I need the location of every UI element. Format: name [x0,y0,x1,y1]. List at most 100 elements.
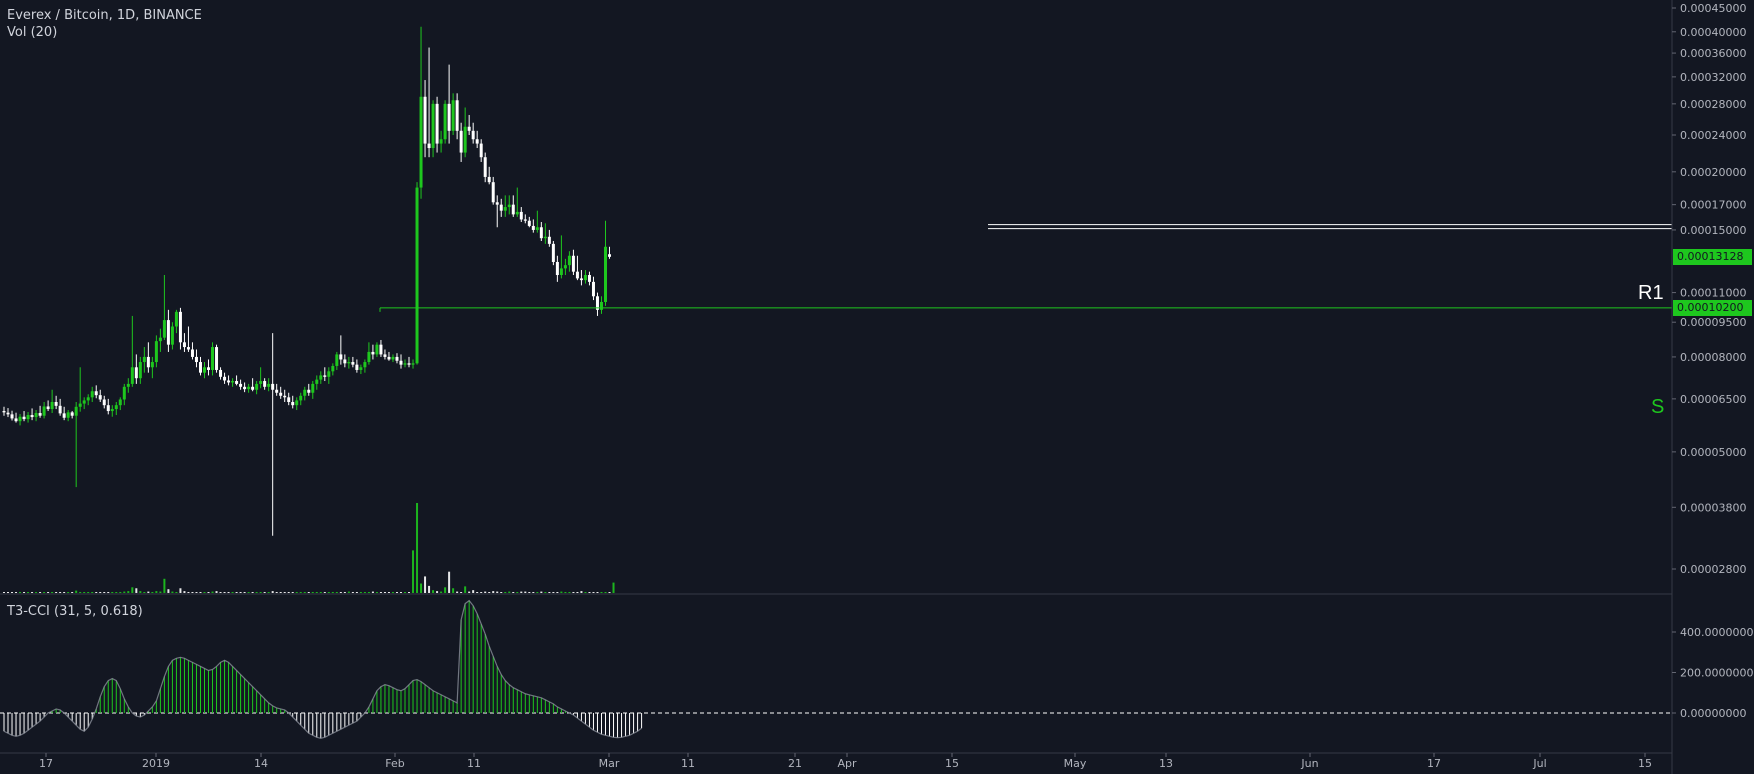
candle-body [231,381,235,383]
candle-body [62,413,66,418]
candle-body [86,397,90,401]
candle-body [439,139,443,144]
candle-body [203,367,206,373]
candle-body [331,365,335,372]
volume-bar [564,592,567,593]
candle-body [58,405,62,414]
candle-body [255,383,259,390]
volume-bar [271,591,274,593]
volume-bar [395,592,398,593]
candle-body [467,126,471,131]
volume-bar [199,592,202,593]
volume-bar [183,591,186,593]
volume-bar [171,591,174,593]
volume-bar [315,592,318,593]
candle-body [303,389,307,396]
volume-bar [31,592,34,593]
candle-body [475,139,479,144]
volume-bar [480,592,483,593]
candle-body [50,401,54,410]
volume-bar [468,591,471,593]
volume-bar [600,592,603,593]
volume-bar [532,592,535,593]
volume-bar [3,592,5,593]
volume-bar [219,592,222,593]
volume-bar [399,592,402,593]
candle-body [227,380,231,383]
candle-body [90,391,94,398]
volume-bar [155,591,158,593]
price-tick-label: 0.00028000 [1680,98,1746,111]
volume-indicator-title[interactable]: Vol (20) [7,25,58,40]
candle-body [403,363,407,365]
volume-bar [131,587,134,593]
volume-bar [303,592,306,593]
candle-body [114,405,118,410]
volume-bar [191,592,194,593]
time-tick-label: 2019 [142,757,170,770]
volume-bar [596,592,599,593]
volume-bar [211,591,214,593]
volume-bar [287,592,290,593]
volume-bar [15,592,18,593]
price-axis-bg [1672,0,1754,774]
symbol-title[interactable]: Everex / Bitcoin, 1D, BINANCE [7,8,202,23]
cci-indicator-title[interactable]: T3-CCI (31, 5, 0.618) [7,604,143,619]
volume-bar [59,592,62,593]
candle-body [563,265,567,269]
volume-bar [7,592,10,593]
price-tick-label: 0.00045000 [1680,2,1746,15]
candle-body [190,349,194,357]
candle-body [130,367,134,384]
candle-body [150,362,154,368]
volume-bar [87,592,90,593]
volume-bar [71,592,74,593]
volume-bar [35,592,38,593]
time-tick-label: Jul [1532,757,1546,770]
candle-body [158,337,162,342]
volume-bar [516,592,519,593]
volume-bar [343,592,346,593]
candle-body [26,415,30,420]
candle-body [82,400,86,404]
volume-bar [43,592,46,593]
candle-body [511,204,515,215]
price-tick-label: 0.00020000 [1680,166,1746,179]
candle-body [387,356,391,360]
candle-body [235,381,239,384]
candle-body [367,351,371,363]
volume-bar [243,592,246,593]
candle-body [443,103,447,140]
volume-bar [39,592,42,593]
volume-bar [79,592,82,593]
candle-body [575,271,579,279]
cci-histogram [0,599,1672,739]
volume-bar [187,592,190,593]
candle-body [126,383,130,387]
volume-bar [496,591,499,593]
time-tick-label: Apr [837,757,857,770]
volume-bar [227,592,230,593]
volume-bar [355,592,358,593]
candle-body [166,320,170,345]
candle-body [30,415,34,418]
candle-body [14,418,18,422]
volume-bar [351,592,354,593]
candle-body [395,356,399,361]
volume-bar [127,591,130,593]
volume-bar [207,592,210,593]
candle-body [479,143,483,158]
volume-bar [299,592,302,593]
candle-body [427,143,431,149]
volume-bar [175,592,178,593]
candle-body [591,281,595,297]
volume-bar [588,592,591,593]
volume-bar [139,591,142,593]
candle-body [535,227,539,230]
volume-bar [95,592,98,593]
candle-body [2,411,6,413]
candle-body [483,157,487,177]
cci-tick-label: 0.00000000 [1680,707,1746,720]
